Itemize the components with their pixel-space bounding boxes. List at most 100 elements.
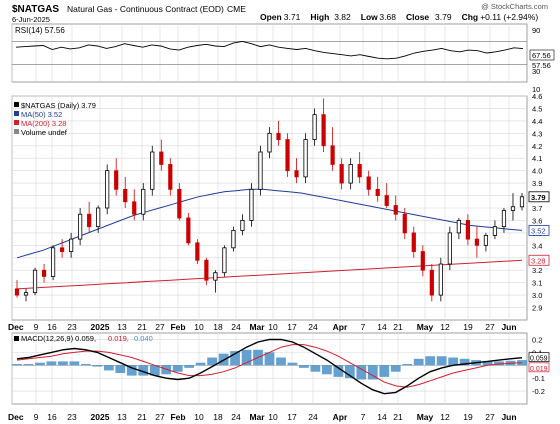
candle-body (456, 220, 461, 234)
price-tick-label: 3.6 (532, 216, 542, 225)
candle-body (69, 238, 74, 252)
candle-body (321, 114, 326, 147)
macd-hist-bar (207, 357, 217, 366)
candle-body (141, 188, 146, 215)
x-tick-label-bottom: 2025 (91, 412, 110, 422)
macd-legend-swatch (14, 336, 19, 341)
price-tick-label: 2.9 (532, 304, 542, 313)
candle-body (123, 188, 128, 203)
candle-body (222, 247, 227, 274)
macd-hist-bar (12, 363, 22, 366)
macd-hist-bar (264, 352, 275, 366)
macd-hist-bar (92, 365, 103, 367)
watermark: @ StockCharts.com (481, 2, 548, 11)
candle-body (447, 232, 452, 265)
candle-body (159, 151, 164, 165)
x-tick-label-bottom: 23 (67, 412, 77, 422)
rsi-line (15, 40, 524, 60)
chg-value: +0.11 (+2.94%) (480, 12, 538, 22)
x-tick-label-bottom: 27 (155, 412, 165, 422)
candle-body (420, 251, 425, 271)
macd-hist-bar (299, 365, 309, 368)
x-tick-label: May (417, 322, 434, 332)
macd-hist-bar (126, 365, 137, 376)
x-tick-label-bottom: 24 (231, 412, 241, 422)
rsi-tick-label: 90 (532, 26, 540, 35)
panel-frame-1 (11, 23, 528, 83)
candle-body (393, 205, 398, 215)
candle-body (96, 207, 101, 228)
macd-hist-bar (425, 356, 436, 366)
x-tick-label: 12 (440, 322, 450, 332)
x-tick-label: 10 (268, 322, 278, 332)
candle-body (519, 196, 525, 208)
x-tick-label: 21 (137, 322, 147, 332)
x-tick-label-bottom: 16 (47, 412, 57, 422)
candle-body (267, 132, 272, 153)
macd-signal-line (16, 344, 523, 388)
price-tag-text: 3.28 (531, 256, 546, 265)
macd-hist-bar (356, 365, 367, 380)
ma50-legend: MA(50) 3.52 (21, 110, 62, 119)
candle-body (438, 263, 443, 296)
rsi-tick-label: 30 (532, 67, 540, 76)
price-tick-label: 4.0 (532, 167, 542, 176)
macd-hist-bar (23, 363, 34, 366)
candle-body (132, 201, 137, 215)
x-tick-label-bottom: Mar (249, 412, 265, 422)
price-tick-label: 3.4 (532, 241, 542, 250)
candle-body (501, 210, 507, 228)
macd-hist-bar (276, 357, 286, 366)
macd-hist-bar (402, 363, 413, 366)
macd-hist-bar (195, 362, 206, 366)
candle-body (303, 139, 308, 178)
x-tick-label: 9 (34, 322, 39, 332)
candle-body (204, 259, 209, 281)
high-value: 3.82 (334, 12, 351, 22)
date-label: 6-Jun-2025 (12, 15, 50, 24)
macd-signal-legend: 0.019, (108, 334, 129, 343)
candle-body (402, 213, 407, 234)
x-tick-label: Dec (8, 322, 24, 332)
x-tick-label: 17 (287, 322, 297, 332)
x-tick-label: 21 (393, 322, 403, 332)
ma200-legend-swatch (14, 120, 19, 125)
x-tick-label-bottom: 27 (485, 412, 495, 422)
x-tick-label-bottom: Feb (170, 412, 185, 422)
macd-hist-bar (459, 358, 470, 366)
candle-body (312, 114, 317, 140)
candle-body (23, 292, 29, 296)
macd-hist-bar (138, 365, 149, 376)
candle-body (474, 238, 480, 246)
macd-hist-bar (35, 362, 45, 366)
candle-body (14, 288, 20, 296)
ma200-line (16, 259, 523, 290)
price-tag (528, 191, 550, 203)
candle-body (59, 247, 65, 252)
price-tick-label: 3.2 (532, 266, 542, 275)
macd-hist-bar (46, 361, 57, 366)
candle-body (510, 206, 516, 211)
macd-hist-bar (367, 365, 378, 380)
signal-value-tag (528, 362, 550, 373)
price-tag (528, 224, 550, 236)
macd-tick-label: -0.1 (532, 374, 545, 383)
candle-body (186, 217, 191, 244)
x-tick-label-bottom: 18 (213, 412, 223, 422)
candle-body (50, 247, 56, 277)
x-tick-label: 10 (194, 322, 204, 332)
close-value: 3.79 (435, 12, 452, 22)
x-tick-label-bottom: 21 (137, 412, 147, 422)
x-tick-label: 24 (231, 322, 241, 332)
macd-hist-bar (436, 356, 447, 366)
panel-frame-3 (11, 332, 528, 405)
macd-hist-bar (482, 361, 493, 366)
x-tick-label: 13 (117, 322, 127, 332)
price-legend-swatch (14, 102, 19, 107)
x-tick-label-bottom: May (417, 412, 434, 422)
candle-body (330, 145, 335, 165)
x-tick-label-bottom: 19 (463, 412, 473, 422)
candle-body (41, 269, 47, 277)
rsi-value-tag (529, 49, 555, 61)
